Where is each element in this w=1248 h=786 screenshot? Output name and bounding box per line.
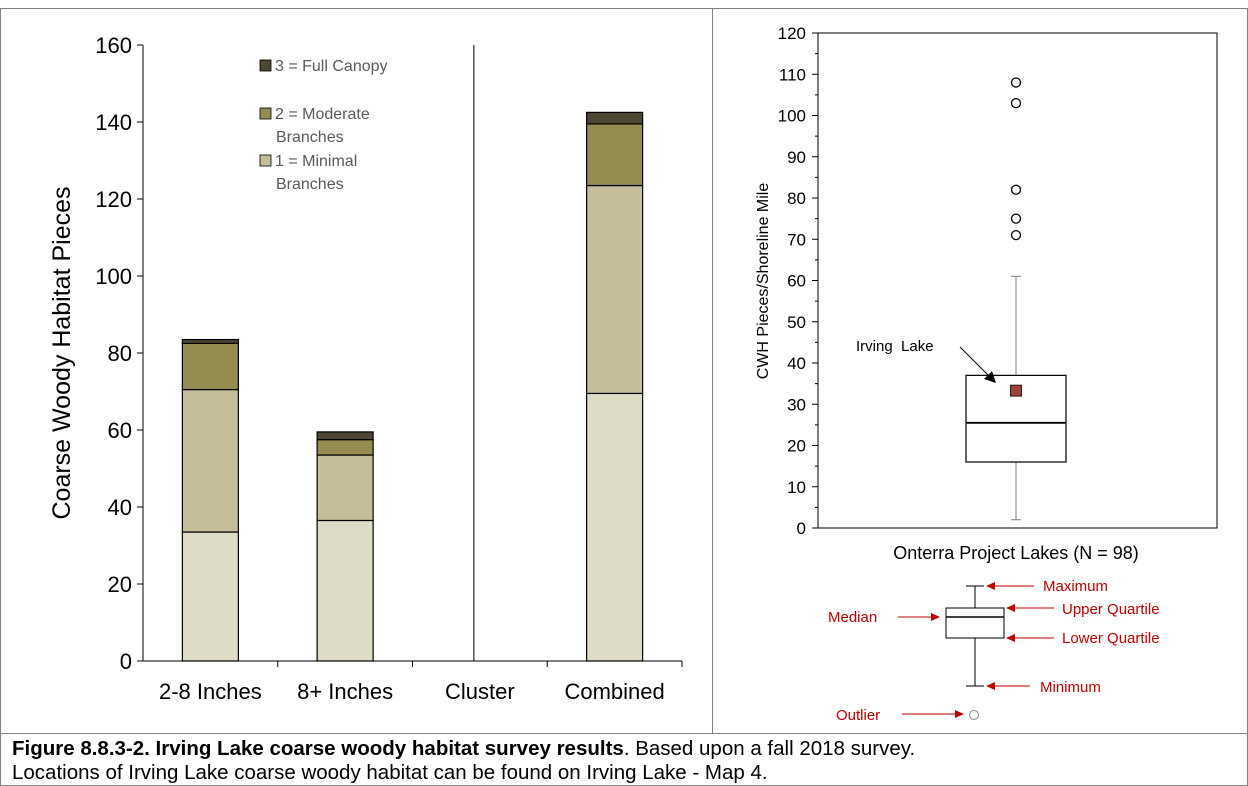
box-outlier-point xyxy=(1010,229,1022,241)
legend-label-line1: 3 = Full Canopy xyxy=(275,58,388,75)
box-y-tick-label: 120 xyxy=(778,24,806,43)
legend-swatch xyxy=(259,59,272,72)
box-y-tick-label: 60 xyxy=(787,272,806,291)
key-label-median: Median xyxy=(828,609,877,626)
key-label-lower-quartile: Lower Quartile xyxy=(1062,630,1160,647)
bar-segment xyxy=(181,338,239,344)
bar-y-tick-label: 100 xyxy=(95,264,132,289)
bar-x-tick-label: 8+ Inches xyxy=(297,679,393,704)
key-arrowhead-maximum xyxy=(986,582,995,590)
bar-segment xyxy=(316,439,374,456)
key-arrowhead-upper-quartile xyxy=(1006,604,1015,612)
caption-line-2: Locations of Irving Lake coarse woody ha… xyxy=(12,761,768,784)
box-y-tick-label: 20 xyxy=(787,437,806,456)
bar-segment xyxy=(586,184,644,395)
key-arrowhead-median xyxy=(931,613,940,621)
bar-x-tick-label: 2-8 Inches xyxy=(159,679,262,704)
bar-segment xyxy=(316,519,374,662)
caption-rest: . Based upon a fall 2018 survey. xyxy=(623,737,916,760)
irving-lake-pointer-line xyxy=(959,346,994,381)
bar-y-tick-label: 20 xyxy=(108,572,132,597)
box-outlier-point xyxy=(1010,213,1022,224)
bar-chart-y-axis-title: Coarse Woody Habitat Pieces xyxy=(48,186,76,519)
bar-y-tick-label: 60 xyxy=(108,418,132,443)
box-plot-y-axis-title: CWH Pieces/Shoreline Mile xyxy=(755,183,772,380)
key-label-outlier: Outlier xyxy=(836,707,880,724)
legend-label-line1: 1 = Minimal xyxy=(275,153,357,170)
box-y-tick-label: 90 xyxy=(787,148,806,167)
box-plot-chart: 0 10 20 30 40 50 60 70 80 90 100 110 120 CWH Pieces/… xyxy=(755,24,1218,563)
bar-y-tick-label: 0 xyxy=(120,649,132,674)
legend-swatch xyxy=(259,154,272,167)
bar-segment xyxy=(181,388,239,533)
bar-segment xyxy=(316,454,374,522)
bar-segment xyxy=(181,342,239,391)
legend-label-line2: Branches xyxy=(276,129,344,146)
key-label-upper-quartile: Upper Quartile xyxy=(1062,601,1160,618)
box-outlier-point xyxy=(1010,77,1022,88)
bar-segment xyxy=(316,431,374,441)
box-plot-y-ticks: 0 10 20 30 40 50 60 70 80 90 100 110 120 xyxy=(778,24,818,538)
box-plot-x-axis-title: Onterra Project Lakes (N = 98) xyxy=(893,543,1139,563)
bar-segment xyxy=(586,111,644,125)
box-y-tick-label: 110 xyxy=(779,65,806,84)
bar-segment xyxy=(181,531,239,662)
bar-y-tick-label: 140 xyxy=(95,110,132,135)
key-label-minimum: Minimum xyxy=(1040,679,1101,696)
bar-chart-y-ticks: 0 20 40 60 80 100 120 140 160 xyxy=(95,33,143,674)
caption-bold-title: Figure 8.8.3-2. Irving Lake coarse woody… xyxy=(12,737,624,760)
box-y-tick-label: 80 xyxy=(787,189,806,208)
bar-y-tick-label: 40 xyxy=(108,495,132,520)
irving-lake-pointer-arrowhead xyxy=(984,371,996,383)
key-outlier-circle xyxy=(968,709,980,721)
box-plot-key: Maximum Upper Quartile Median Lower Quar… xyxy=(828,578,1160,724)
bar-segment xyxy=(586,123,644,187)
box-y-tick-label: 0 xyxy=(797,519,806,538)
bar-y-tick-label: 160 xyxy=(95,33,132,58)
bar-x-tick-label: Combined xyxy=(564,679,664,704)
box-y-tick-label: 100 xyxy=(778,107,806,126)
irving-lake-label: Irving Lake xyxy=(856,338,934,355)
bar-x-tick-label: Cluster xyxy=(445,679,515,704)
caption-line-1: Figure 8.8.3-2. Irving Lake coarse woody… xyxy=(12,737,1242,761)
legend-label-line1: 2 = Moderate xyxy=(275,106,370,123)
box-y-tick-label: 40 xyxy=(787,354,806,373)
box-y-tick-label: 50 xyxy=(787,313,806,332)
box-y-tick-label: 30 xyxy=(787,395,806,414)
key-arrowhead-minimum xyxy=(986,682,995,690)
key-box xyxy=(945,607,1005,639)
bar-segment xyxy=(586,392,644,662)
box-y-tick-label: 70 xyxy=(787,230,806,249)
bar-chart-x-labels: 2-8 Inches 8+ Inches Cluster Combined xyxy=(159,679,665,704)
box-outlier-point xyxy=(1010,184,1022,195)
legend-label-line2: Branches xyxy=(276,176,344,193)
box-plot-marks xyxy=(965,77,1067,521)
box-outlier-point xyxy=(1010,97,1022,109)
irving-lake-marker xyxy=(1010,384,1022,397)
bar-y-tick-label: 120 xyxy=(95,187,132,212)
key-arrowhead-lower-quartile xyxy=(1006,634,1015,642)
bar-y-tick-label: 80 xyxy=(108,341,132,366)
bar-chart-legend: 3 = Full Canopy 2 = Moderate Branches 1 = M… xyxy=(259,58,388,193)
box-y-tick-label: 10 xyxy=(787,478,806,497)
stacked-bar-chart: 0 20 40 60 80 100 120 140 160 2-8 Inches 8+ Inche… xyxy=(48,33,683,704)
key-arrowhead-outlier xyxy=(955,710,964,718)
key-label-maximum: Maximum xyxy=(1043,578,1108,595)
legend-swatch xyxy=(259,107,272,120)
figure-caption: Figure 8.8.3-2. Irving Lake coarse woody… xyxy=(12,737,1242,785)
bar-chart-bars xyxy=(181,111,644,662)
